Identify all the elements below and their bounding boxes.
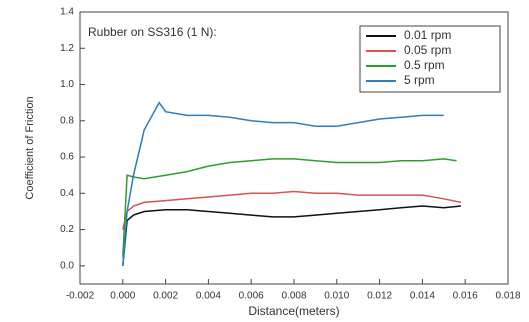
x-tick-label: 0.000 — [110, 291, 135, 302]
x-tick-label: 0.004 — [196, 291, 221, 302]
y-tick-label: 0.0 — [60, 261, 74, 272]
x-tick-label: 0.008 — [281, 291, 306, 302]
y-tick-label: 1.4 — [60, 7, 74, 18]
legend-label: 5 rpm — [404, 73, 435, 87]
x-tick-label: 0.002 — [153, 291, 178, 302]
x-tick-label: 0.012 — [367, 291, 392, 302]
legend-label: 0.5 rpm — [404, 58, 445, 72]
series-line — [122, 190, 462, 230]
annotation: Rubber on SS316 (1 N): — [88, 25, 217, 39]
y-tick-label: 0.4 — [60, 188, 74, 199]
x-tick-label: 0.006 — [239, 291, 264, 302]
x-axis-label: Distance(meters) — [248, 304, 339, 318]
y-axis-label: Coefficient of Friction — [24, 96, 36, 199]
x-tick-label: -0.002 — [66, 291, 95, 302]
y-tick-label: 0.8 — [60, 115, 74, 126]
x-tick-label: 0.018 — [495, 291, 520, 302]
series-line — [122, 205, 461, 266]
series-line — [122, 101, 444, 266]
y-tick-label: 1.2 — [60, 43, 74, 54]
y-tick-label: 0.6 — [60, 152, 74, 163]
series-line — [122, 158, 457, 257]
x-tick-label: 0.010 — [324, 291, 349, 302]
y-tick-label: 0.2 — [60, 224, 74, 235]
legend-label: 0.01 rpm — [404, 28, 451, 42]
x-tick-label: 0.014 — [410, 291, 435, 302]
y-tick-label: 1.0 — [60, 79, 74, 90]
legend-label: 0.05 rpm — [404, 43, 451, 57]
x-tick-label: 0.016 — [453, 291, 478, 302]
